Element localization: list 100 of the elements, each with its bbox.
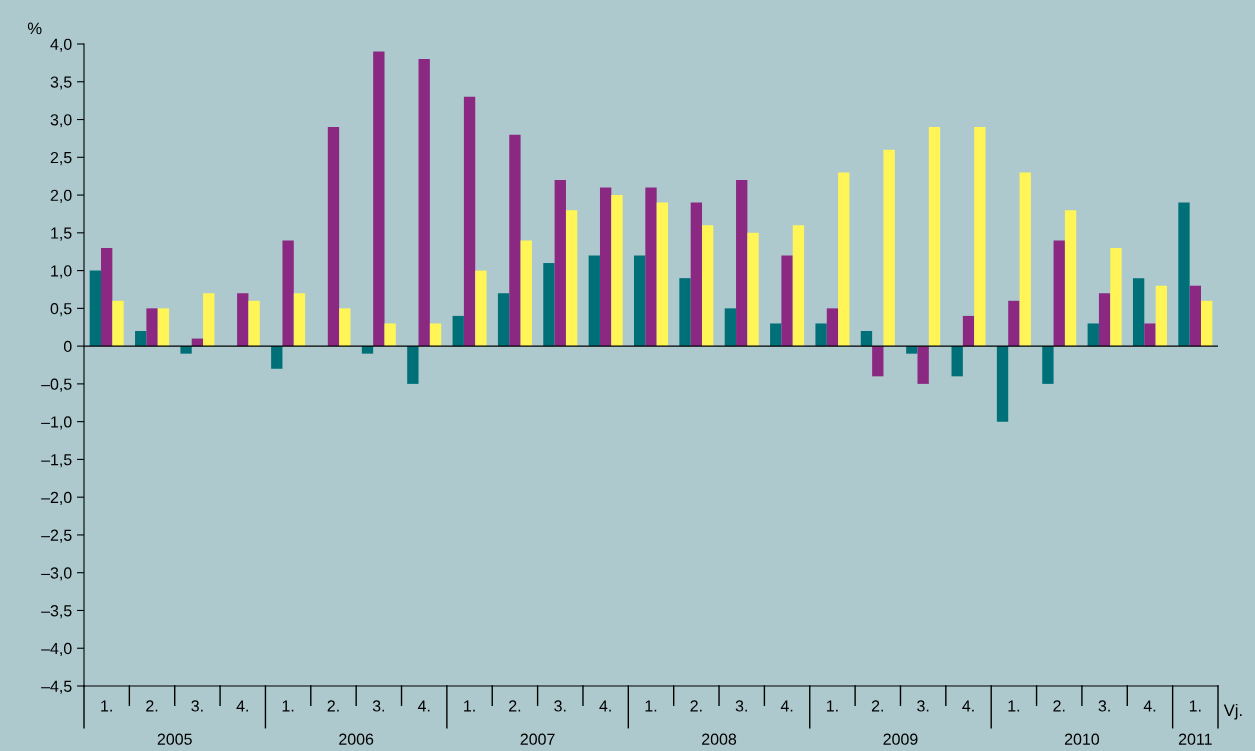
x-tick-label: 2. (871, 700, 883, 712)
bar (282, 240, 294, 347)
text: 2009 (883, 733, 918, 745)
bar (928, 127, 941, 347)
bar (112, 300, 124, 347)
x-tick-label: 4. (1143, 700, 1156, 712)
bar (327, 127, 340, 347)
y-tick-label: –4,0 (41, 642, 72, 657)
x-tick-label: 4. (599, 700, 611, 712)
y-tick-label: 4,0 (50, 38, 72, 52)
bar (339, 308, 351, 347)
x-axis-title: Vj. (1223, 703, 1242, 720)
bar (951, 346, 963, 377)
y-tick-label: 2,5 (50, 151, 72, 166)
bar (554, 179, 566, 347)
bar (463, 96, 476, 347)
bar (1155, 285, 1167, 347)
bar (135, 331, 147, 347)
x-tick-label: 2. (327, 700, 339, 712)
bar (996, 346, 1009, 422)
bar (792, 225, 805, 347)
y-tick-label: –1,0 (41, 416, 72, 430)
bar (770, 323, 782, 347)
x-tick-label: 4. (236, 700, 248, 712)
y-tick-label: –1,5 (41, 454, 72, 468)
bar (974, 127, 986, 347)
bar (1098, 293, 1111, 347)
x-tick-label: 1. (827, 700, 838, 712)
bar (747, 232, 759, 347)
y-tick-label: –3,5 (41, 605, 72, 619)
y-tick-label: –4,5 (41, 680, 72, 694)
bar (611, 195, 623, 347)
x-tick-label: 3. (191, 700, 203, 712)
x-tick-label: 1. (282, 700, 294, 712)
y-tick-label: 0,5 (50, 302, 72, 317)
bar (826, 308, 839, 347)
x-tick-label: 1. (1189, 700, 1201, 712)
bar (724, 308, 737, 347)
bar (1042, 346, 1054, 384)
y-axis-title: % (27, 22, 42, 35)
bar (101, 247, 113, 347)
y-tick-label: –2,0 (41, 491, 72, 506)
bar (736, 179, 748, 347)
bar (146, 308, 158, 347)
text: 2010 (1064, 733, 1100, 745)
bar (1144, 323, 1156, 347)
y-tick-label: 0 (63, 340, 72, 353)
bar (1110, 247, 1122, 347)
bar (429, 323, 442, 347)
x-tick-label: 1. (101, 700, 112, 712)
x-tick-label: 3. (735, 700, 747, 712)
text: 2011 (1178, 733, 1212, 745)
bar (237, 293, 249, 347)
bar (702, 225, 714, 347)
bar (838, 172, 850, 347)
x-tick-label: 4. (780, 700, 793, 712)
y-tick-label: 2,0 (50, 189, 72, 203)
bar (679, 278, 691, 347)
y-tick-label: 1,0 (51, 265, 72, 279)
bar (781, 255, 793, 347)
x-tick-label: 4. (417, 700, 430, 712)
bar (1087, 323, 1099, 347)
y-tick-label: 3,5 (50, 76, 72, 90)
x-tick-label: 1. (464, 700, 475, 712)
bar (407, 346, 419, 384)
bar (1053, 240, 1065, 347)
text: 2008 (702, 733, 737, 745)
bar (599, 187, 612, 347)
bar (645, 187, 657, 347)
x-tick-label: 3. (554, 700, 566, 712)
bar (1064, 210, 1077, 347)
bar (815, 323, 827, 347)
bar (157, 308, 170, 347)
y-tick-label: –0,5 (41, 378, 72, 392)
bar (1008, 300, 1020, 347)
bar (962, 315, 975, 347)
bar (1200, 300, 1213, 347)
bar (917, 346, 929, 384)
y-tick-label: 3,0 (50, 114, 72, 128)
bar (475, 270, 487, 347)
x-tick-label: 3. (917, 700, 929, 712)
bar (543, 263, 555, 347)
bar (1189, 285, 1201, 347)
bar (1178, 202, 1190, 347)
text: 2006 (339, 733, 374, 745)
bar (883, 149, 895, 347)
y-tick-label: 1,5 (51, 227, 72, 241)
bar (497, 293, 510, 347)
x-tick-label: 2. (1053, 700, 1065, 712)
x-tick-label: 2. (690, 700, 702, 712)
bar (271, 346, 283, 369)
bar (656, 202, 669, 347)
bar (860, 331, 873, 347)
bar (872, 346, 884, 377)
bar (690, 202, 703, 347)
x-tick-label: 2. (509, 700, 521, 712)
bar (293, 293, 306, 347)
x-tick-label: 3. (372, 700, 385, 712)
bar (418, 59, 430, 347)
bar (452, 315, 464, 347)
